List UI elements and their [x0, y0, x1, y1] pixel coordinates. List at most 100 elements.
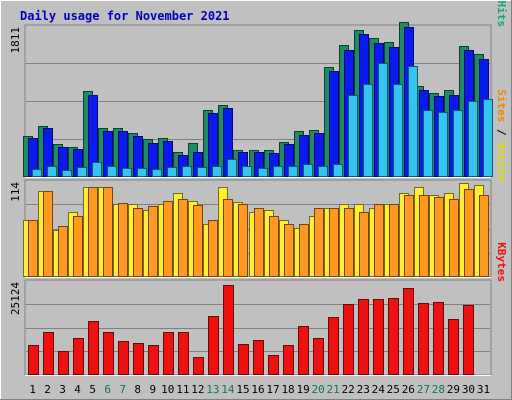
bar-sites-day-7	[118, 203, 128, 277]
bar-kbytes-day-11	[178, 332, 189, 375]
bar-pages-day-25	[393, 84, 403, 177]
bar-pages-day-11	[182, 166, 192, 177]
x-tick-label-day-14: 14	[221, 383, 235, 396]
y-tick-label: 114	[9, 182, 22, 202]
bar-kbytes-day-8	[133, 343, 144, 375]
x-tick-label-day-20: 20	[312, 383, 325, 396]
bar-sites-day-3	[58, 226, 68, 277]
bar-sites-day-16	[254, 208, 264, 277]
series-kbytes	[28, 285, 474, 375]
bar-pages-day-20	[318, 166, 328, 177]
bar-kbytes-day-14	[223, 285, 234, 375]
bar-sites-day-8	[133, 208, 143, 277]
bar-pages-day-9	[152, 169, 162, 177]
bar-sites-day-1	[28, 220, 38, 277]
axis-legend-part: Hits	[495, 1, 508, 28]
bar-sites-day-24	[374, 204, 384, 277]
bar-pages-day-23	[363, 84, 373, 177]
bar-kbytes-day-25	[388, 298, 399, 375]
chart-title: Daily usage for November 2021	[20, 9, 230, 23]
bar-sites-day-18	[284, 224, 294, 277]
y-tick-label: 1811	[9, 27, 22, 54]
x-tick-label-day-6: 6	[104, 383, 111, 396]
x-tick-label-day-29: 29	[447, 383, 460, 396]
bar-sites-day-27	[419, 195, 429, 277]
bar-kbytes-day-29	[448, 319, 459, 375]
x-tick-label-day-2: 2	[44, 383, 51, 396]
x-tick-label-day-24: 24	[372, 383, 386, 396]
bar-sites-day-20	[314, 208, 324, 277]
bar-pages-day-4	[77, 167, 87, 177]
bar-pages-day-15	[242, 166, 252, 177]
x-tick-label-day-25: 25	[387, 383, 400, 396]
bar-kbytes-day-4	[73, 338, 84, 375]
x-tick-label-day-13: 13	[206, 383, 219, 396]
bar-sites-day-25	[389, 204, 399, 277]
bar-kbytes-day-5	[88, 321, 99, 375]
bar-sites-day-4	[73, 216, 83, 277]
x-tick-label-day-16: 16	[251, 383, 264, 396]
bar-kbytes-day-10	[163, 332, 174, 375]
bar-sites-day-12	[193, 205, 203, 277]
bar-sites-day-15	[238, 204, 248, 277]
bar-pages-day-12	[197, 167, 207, 177]
bar-sites-day-30	[464, 189, 474, 277]
x-tick-label-day-5: 5	[89, 383, 96, 396]
x-tick-label-day-1: 1	[29, 383, 36, 396]
bar-pages-day-29	[453, 110, 463, 177]
bar-pages-day-18	[288, 166, 298, 177]
x-tick-label-day-17: 17	[266, 383, 279, 396]
bar-sites-day-29	[449, 199, 459, 277]
bar-pages-day-6	[107, 166, 117, 177]
x-tick-label-day-10: 10	[161, 383, 174, 396]
bar-kbytes-day-28	[433, 302, 444, 375]
bar-pages-day-24	[378, 63, 388, 177]
bar-pages-day-17	[273, 166, 283, 177]
bar-pages-day-28	[438, 112, 448, 177]
bar-sites-day-28	[434, 197, 444, 277]
x-tick-label-day-18: 18	[281, 383, 294, 396]
bar-pages-day-21	[333, 164, 343, 177]
x-tick-label-day-22: 22	[342, 383, 355, 396]
axis-legend-part: /	[495, 0, 508, 1]
series-sites	[28, 187, 489, 277]
bar-kbytes-day-3	[58, 351, 69, 375]
x-tick-label-day-15: 15	[236, 383, 249, 396]
bar-pages-day-19	[303, 164, 313, 177]
x-tick-label-day-7: 7	[119, 383, 126, 396]
bar-sites-day-13	[208, 220, 218, 277]
bar-kbytes-day-6	[103, 332, 114, 375]
bar-sites-day-31	[479, 195, 489, 277]
bar-pages-day-13	[212, 166, 222, 177]
panel-visits-sites: 114 Sites / Visits	[9, 89, 508, 278]
bar-kbytes-day-30	[463, 305, 474, 375]
x-tick-label-day-30: 30	[462, 383, 475, 396]
bar-kbytes-day-27	[418, 303, 429, 375]
x-tick-label-day-26: 26	[402, 383, 415, 396]
bar-pages-day-5	[92, 162, 102, 177]
x-tick-label-day-3: 3	[59, 383, 66, 396]
bar-kbytes-day-24	[373, 299, 384, 375]
bar-sites-day-21	[329, 208, 339, 277]
x-tick-label-day-11: 11	[176, 383, 189, 396]
bar-sites-day-10	[163, 201, 173, 277]
bar-kbytes-day-9	[148, 345, 159, 375]
bar-pages-day-27	[423, 110, 433, 177]
bar-kbytes-day-23	[358, 299, 369, 375]
bar-pages-day-8	[137, 168, 147, 177]
axis-legend-label: Sites / Visits	[495, 89, 508, 182]
bar-kbytes-day-2	[43, 332, 54, 375]
bar-sites-day-26	[404, 195, 414, 277]
x-tick-label-day-21: 21	[327, 383, 340, 396]
bar-kbytes-day-22	[343, 304, 354, 375]
axis-legend-part: KBytes	[495, 242, 508, 282]
bar-sites-day-11	[178, 199, 188, 277]
x-tick-label-day-12: 12	[191, 383, 204, 396]
x-tick-label-day-9: 9	[149, 383, 156, 396]
axis-legend-part: /	[495, 122, 508, 142]
x-tick-label-day-27: 27	[417, 383, 430, 396]
bar-sites-day-2	[43, 191, 53, 277]
bar-kbytes-day-19	[298, 326, 309, 375]
bar-pages-day-10	[167, 167, 177, 177]
